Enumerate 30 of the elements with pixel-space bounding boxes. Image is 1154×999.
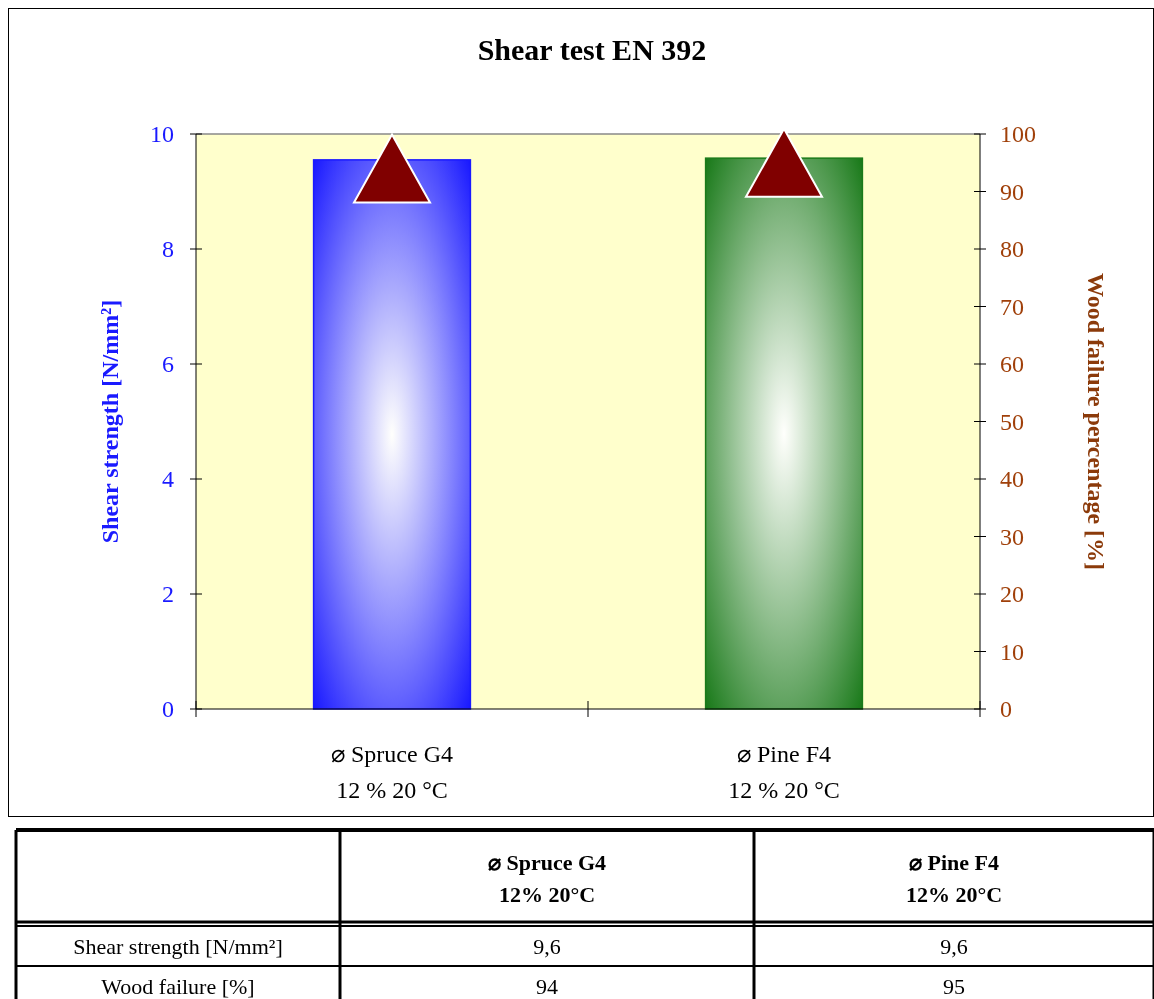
- y-tick-label: 8: [162, 236, 174, 263]
- y-tick-label: 4: [162, 466, 174, 493]
- x-tick-label: ⌀ Spruce G4 12 % 20 °C: [331, 741, 453, 803]
- text: ⌀ Pine F4 12% 20°C: [905, 850, 1003, 907]
- text: Shear strength [N/mm²]: [73, 934, 283, 959]
- data-label: 94: [536, 974, 558, 999]
- y2-tick-label: 40: [1000, 466, 1024, 493]
- y-tick-label: 10: [150, 121, 174, 148]
- x-tick-label: ⌀ Pine F4 12 % 20 °C: [728, 741, 840, 803]
- y2-tick-label: 60: [1000, 351, 1024, 378]
- y2-tick-label: 50: [1000, 408, 1024, 435]
- data-label: 9,6: [533, 934, 561, 959]
- y2-tick-label: 80: [1000, 236, 1024, 263]
- y-tick-label: 6: [162, 351, 174, 378]
- y-tick-label: 2: [162, 581, 174, 608]
- data-label: 9,6: [940, 934, 968, 959]
- y2-tick-label: 90: [1000, 178, 1024, 205]
- data-label: 95: [943, 974, 965, 999]
- y2-tick-label: 70: [1000, 293, 1024, 320]
- y2-tick-label: 0: [1000, 696, 1012, 723]
- y-tick-label: 0: [162, 696, 174, 723]
- text: Wood failure [%]: [101, 974, 255, 999]
- text: ⌀ Spruce G4 12% 20°C: [487, 850, 607, 907]
- y2-axis-title: Wood failure percentage [%]: [1083, 272, 1109, 571]
- y2-tick-label: 20: [1000, 581, 1024, 608]
- y2-tick-label: 10: [1000, 638, 1024, 665]
- chart-title: Shear test EN 392: [477, 33, 707, 66]
- y2-tick-label: 100: [1000, 121, 1036, 148]
- y2-tick-label: 30: [1000, 523, 1024, 550]
- y-axis-title: Shear strength [N/mm²]: [97, 299, 123, 544]
